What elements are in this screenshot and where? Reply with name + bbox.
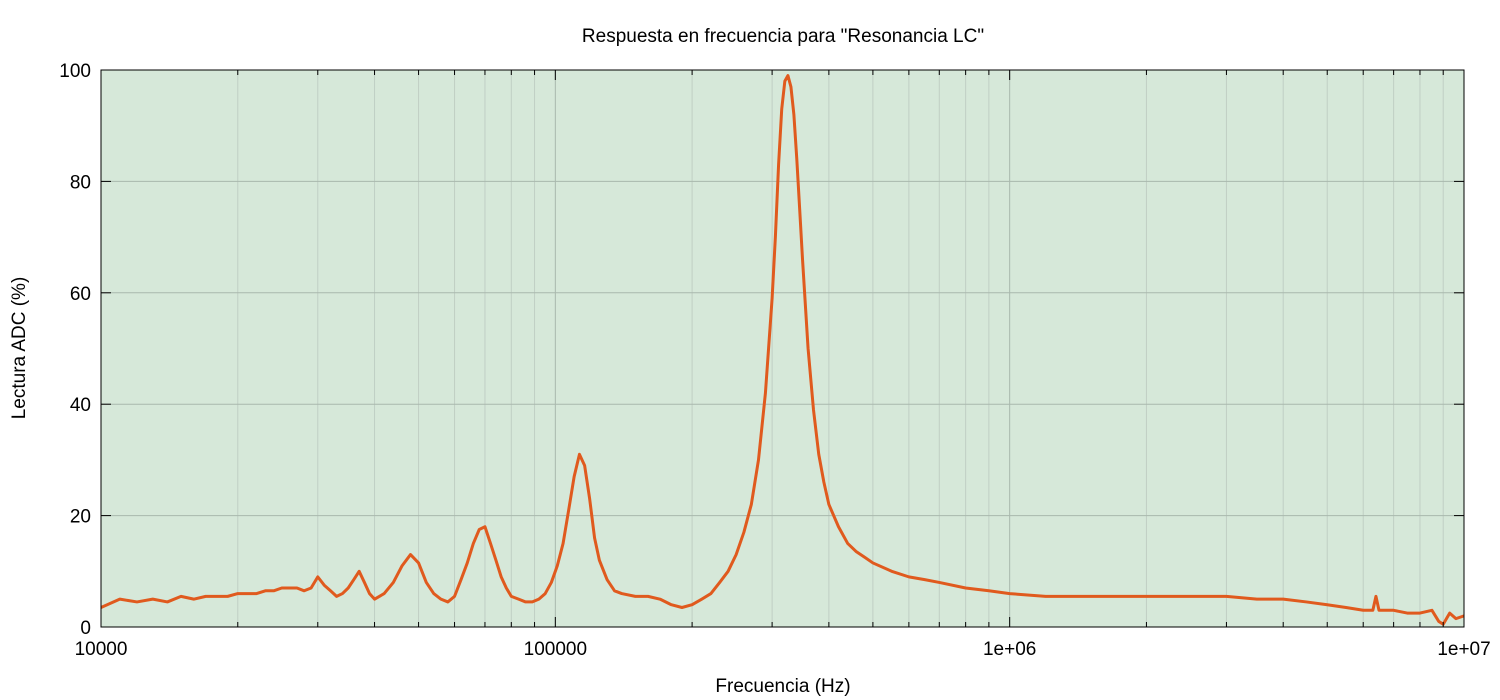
x-tick-label: 1e+06	[983, 639, 1036, 660]
y-tick-label: 20	[70, 507, 91, 528]
y-tick-label: 40	[70, 395, 91, 416]
x-axis-ticks: 10000 100000 1e+06 1e+07	[75, 70, 1491, 660]
y-tick-label: 100	[59, 61, 91, 82]
plot-frame	[100, 69, 1465, 628]
x-tick-label: 1e+07	[1437, 639, 1490, 660]
response-line	[100, 74, 1465, 626]
y-tick-label: 0	[80, 618, 91, 639]
x-tick-label: 10000	[75, 639, 128, 660]
x-axis-label: Frecuencia (Hz)	[715, 676, 850, 697]
x-tick-label: 100000	[524, 639, 587, 660]
chart-title: Respuesta en frecuencia para "Resonancia…	[582, 26, 984, 47]
y-tick-label: 80	[70, 172, 91, 193]
y-axis-ticks: 0 20 40 60 80 100	[59, 61, 1464, 639]
minor-gridlines	[237, 70, 1444, 627]
y-tick-label: 60	[70, 284, 91, 305]
y-axis-label: Lectura ADC (%)	[9, 277, 30, 420]
plot-area	[101, 70, 1464, 627]
